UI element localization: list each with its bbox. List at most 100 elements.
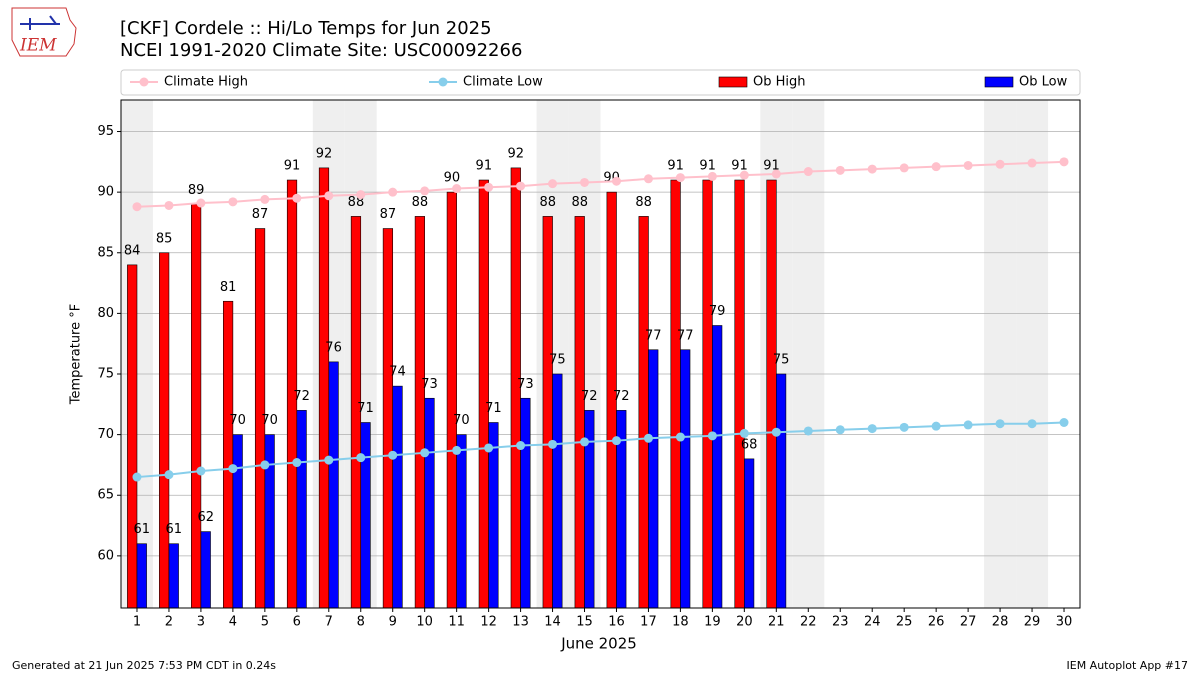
x-tick-label: 27: [960, 615, 977, 630]
point: [196, 198, 206, 208]
legend-label: Climate High: [164, 75, 248, 90]
bar: [168, 543, 179, 609]
point: [803, 426, 813, 436]
x-tick-label: 7: [325, 615, 333, 630]
bar: [552, 373, 563, 609]
data-label: 72: [293, 389, 310, 404]
x-tick-label: 30: [1056, 615, 1073, 630]
data-label: 76: [325, 340, 342, 355]
point: [707, 171, 717, 181]
point: [739, 428, 749, 438]
point: [995, 159, 1005, 169]
logo-text: IEM: [19, 36, 57, 56]
x-tick-label: 4: [229, 615, 237, 630]
point: [228, 197, 238, 207]
point: [132, 202, 142, 212]
legend-label: Ob Low: [1019, 75, 1068, 90]
data-label: 88: [635, 195, 652, 210]
bar: [712, 325, 723, 609]
point: [484, 182, 494, 192]
shade-band: [792, 100, 825, 608]
legend-marker: [139, 77, 149, 87]
x-tick-label: 8: [357, 615, 365, 630]
bar: [414, 216, 425, 609]
x-axis-label: June 2025: [560, 635, 637, 653]
data-label: 77: [645, 328, 662, 343]
legend-label: Climate Low: [463, 75, 543, 90]
bar: [424, 397, 435, 609]
point: [899, 422, 909, 432]
footer-left: Generated at 21 Jun 2025 7:53 PM CDT in …: [12, 659, 276, 672]
bar: [766, 179, 777, 609]
shade-band: [1016, 100, 1049, 608]
data-label: 73: [517, 377, 534, 392]
data-label: 61: [165, 522, 182, 537]
data-label: 88: [539, 195, 556, 210]
bar: [574, 216, 585, 609]
point: [835, 165, 845, 175]
bar: [318, 167, 330, 609]
x-tick-label: 16: [608, 615, 625, 630]
legend-swatch: [984, 76, 1014, 88]
x-tick-label: 20: [736, 615, 753, 630]
point: [260, 460, 270, 470]
point: [228, 464, 238, 474]
line: [136, 421, 1065, 479]
data-label: 74: [389, 365, 406, 380]
point: [388, 187, 398, 197]
x-tick-label: 12: [480, 615, 497, 630]
data-label: 68: [741, 437, 758, 452]
data-label: 73: [421, 377, 438, 392]
x-tick-label: 5: [261, 615, 269, 630]
point: [931, 421, 941, 431]
x-tick-label: 17: [640, 615, 657, 630]
bar: [360, 422, 371, 609]
bar: [328, 361, 339, 609]
point: [963, 160, 973, 170]
bar: [542, 216, 553, 609]
point: [867, 164, 877, 174]
point: [548, 439, 558, 449]
point: [931, 162, 941, 172]
data-label: 61: [134, 522, 151, 537]
data-label: 90: [444, 171, 461, 186]
bar: [136, 543, 147, 609]
y-tick-label: 85: [97, 245, 114, 260]
y-tick-label: 60: [97, 548, 114, 563]
bar: [638, 216, 649, 609]
data-label: 72: [581, 389, 598, 404]
point: [1027, 419, 1037, 429]
y-axis-label: Temperature °F: [69, 304, 84, 405]
point: [260, 194, 270, 204]
y-tick-label: 75: [97, 367, 114, 382]
data-label: 91: [284, 159, 301, 174]
x-tick-label: 15: [576, 615, 593, 630]
bar: [264, 434, 275, 609]
point: [164, 470, 174, 480]
x-tick-label: 6: [293, 615, 301, 630]
point: [1059, 418, 1069, 428]
point: [356, 190, 366, 200]
data-label: 75: [773, 353, 790, 368]
data-label: 70: [261, 413, 278, 428]
bar: [744, 458, 755, 609]
point: [867, 424, 877, 434]
bar: [520, 397, 531, 609]
point: [132, 472, 142, 482]
point: [611, 176, 621, 186]
x-tick-label: 22: [800, 615, 817, 630]
bar: [382, 228, 394, 609]
chart-title: [CKF] Cordele :: Hi/Lo Temps for Jun 202…: [120, 18, 492, 39]
x-tick-label: 14: [544, 615, 561, 630]
data-label: 79: [709, 304, 726, 319]
bar: [232, 434, 243, 609]
point: [835, 425, 845, 435]
y-tick-label: 90: [97, 185, 114, 200]
point: [164, 200, 174, 210]
point: [643, 433, 653, 443]
point: [675, 173, 685, 183]
data-label: 72: [613, 389, 630, 404]
bar: [670, 179, 681, 609]
data-label: 92: [508, 146, 525, 161]
